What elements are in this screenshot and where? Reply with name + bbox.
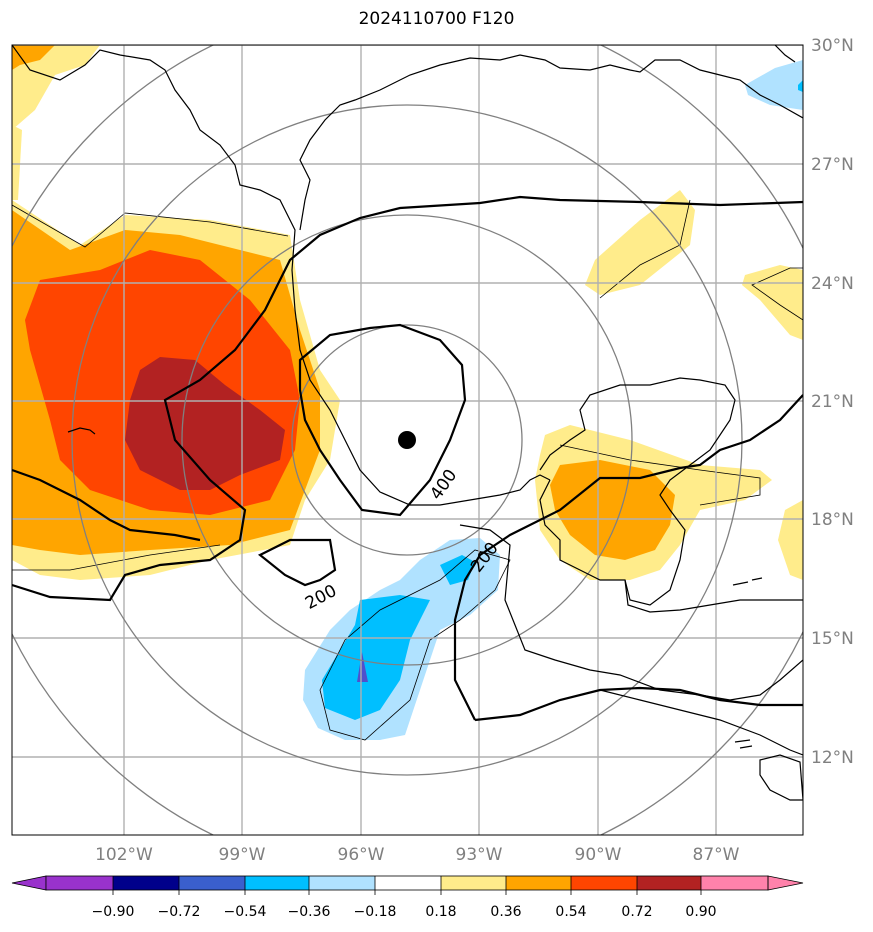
colorbar-swatch [245, 876, 309, 890]
colorbar-swatch [179, 876, 245, 890]
colorbar-swatch [637, 876, 701, 890]
colorbar-frame [45, 875, 769, 891]
colorbar-tick-label: 0.90 [685, 904, 716, 920]
lat-label: 18°N [811, 510, 854, 530]
lat-label: 24°N [811, 274, 854, 294]
lat-label: 27°N [811, 155, 854, 175]
colorbar-swatch [46, 876, 113, 890]
colorbar-tick-label: 0.36 [490, 904, 521, 920]
negative-anomaly-fill [303, 60, 803, 740]
thin-outline-contours [12, 199, 803, 741]
lon-label: 99°W [219, 845, 266, 865]
colorbar-tick-label: −0.54 [224, 904, 267, 920]
colorbar: −0.90 −0.72 −0.54 −0.36 −0.18 0.18 0.36 … [11, 875, 804, 920]
lat-label: 12°N [811, 748, 854, 768]
range-rings [12, 45, 803, 835]
colorbar-swatch [375, 876, 441, 890]
colorbar-swatch [506, 876, 571, 890]
longitude-labels: 102°W 99°W 96°W 93°W 90°W 87°W [95, 845, 740, 865]
colorbar-tick-label: 0.18 [425, 904, 456, 920]
colorbar-swatch [113, 876, 179, 890]
colorbar-tick-label: −0.90 [92, 904, 135, 920]
lat-label: 30°N [811, 36, 854, 56]
colorbar-tick-label: 0.54 [555, 904, 586, 920]
colorbar-swatch [701, 876, 768, 890]
lon-label: 93°W [456, 845, 503, 865]
storm-center-marker [398, 431, 416, 449]
colorbar-swatch [309, 876, 375, 890]
map-title: 2024110700 F120 [358, 9, 515, 29]
coastlines [12, 45, 803, 801]
lon-label: 96°W [338, 845, 385, 865]
map-frame [11, 44, 804, 836]
contour-label-400: 400 [426, 466, 461, 504]
lat-label: 15°N [811, 629, 854, 649]
colorbar-over-extension [767, 875, 804, 891]
colorbar-tick-label: −0.36 [288, 904, 331, 920]
lat-label: 21°N [811, 392, 854, 412]
colorbar-tick-label: 0.72 [621, 904, 652, 920]
thick-contours [12, 195, 803, 722]
contour-label-200-west: 200 [302, 581, 340, 614]
lon-label: 87°W [693, 845, 740, 865]
colorbar-tick-label: −0.72 [158, 904, 201, 920]
latitude-labels: 30°N 27°N 24°N 21°N 18°N 15°N 12°N [811, 36, 854, 768]
colorbar-tick-label: −0.18 [354, 904, 397, 920]
positive-anomaly-fill [12, 45, 803, 580]
colorbar-swatch [571, 876, 637, 890]
lon-label: 102°W [95, 845, 153, 865]
lon-label: 90°W [575, 845, 622, 865]
colorbar-under-extension [11, 875, 47, 891]
colorbar-swatch [441, 876, 506, 890]
